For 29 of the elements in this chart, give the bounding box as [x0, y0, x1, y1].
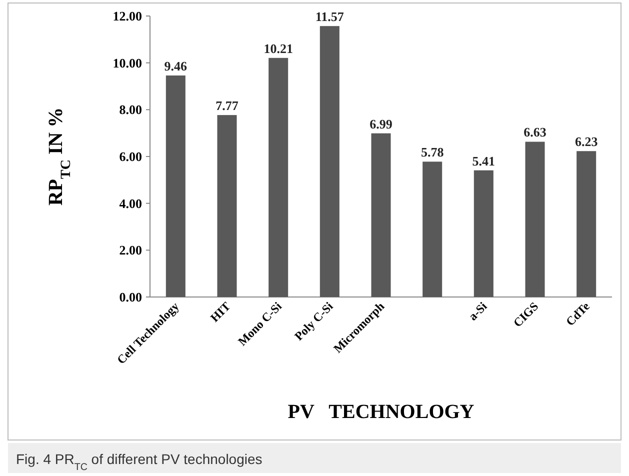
y-tick-label: 10.00: [112, 55, 142, 70]
bar: [217, 115, 237, 297]
x-tick-label: Poly C-Si: [292, 298, 336, 344]
y-tick-label: 6.00: [119, 149, 142, 164]
data-label: 5.78: [420, 144, 444, 160]
data-label: 6.23: [574, 134, 598, 150]
caption: Fig. 4 PR$_{TC}$ of different PV technologies: [16, 451, 262, 472]
data-label: 7.77: [216, 98, 239, 114]
y-tick-label: 4.00: [119, 196, 142, 211]
bar: [422, 162, 442, 297]
x-axis-title: PV TECHNOLOGY: [288, 401, 475, 423]
bar: [474, 170, 494, 297]
x-tick-label: a-Si: [466, 298, 490, 324]
bar: [576, 151, 596, 297]
y-tick-label: 8.00: [119, 102, 142, 118]
data-label: 9.46: [164, 58, 188, 74]
bar: [166, 75, 186, 297]
data-label: 10.21: [264, 40, 293, 56]
data-label: 6.99: [370, 116, 393, 132]
bar: [371, 133, 391, 297]
bar: [268, 58, 288, 297]
bar: [525, 142, 545, 297]
data-label: 6.63: [524, 124, 547, 140]
bar: [320, 26, 340, 297]
y-tick-label: 2.00: [119, 242, 142, 258]
data-label: 5.41: [472, 153, 496, 168]
data-label: 11.57: [315, 9, 344, 24]
y-tick-label: 12.00: [112, 8, 142, 24]
y-tick-label: 0.00: [119, 290, 142, 305]
